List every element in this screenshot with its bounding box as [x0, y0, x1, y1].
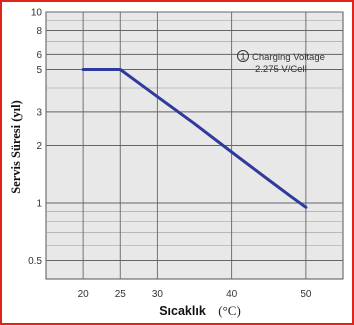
x-tick-labels: 20 25 30 40 50	[78, 289, 312, 300]
x-tick-label: 20	[78, 289, 90, 300]
annotation-number: 1	[240, 52, 245, 63]
x-axis-label-unit: (°C)	[218, 303, 241, 318]
y-tick-label: 0.5	[28, 256, 42, 267]
x-tick-label: 25	[115, 289, 127, 300]
x-axis-label: Sıcaklık (°C)	[159, 302, 241, 319]
major-grid	[46, 11, 343, 279]
chart-svg: 0.5 1 2 3 5 6 8 10 20 25 30 40 50 1 Charging Voltag…	[9, 8, 344, 319]
annotation-number-circle	[237, 50, 249, 62]
y-tick-label: 3	[36, 107, 42, 118]
y-tick-label: 8	[36, 26, 42, 37]
x-tick-label: 50	[300, 289, 312, 300]
y-tick-label: 6	[36, 50, 42, 61]
y-axis-label: Servis Süresi (yıl)	[9, 100, 23, 194]
y-tick-label: 2	[36, 141, 42, 152]
series-line	[81, 68, 308, 209]
x-tick-label: 30	[152, 289, 164, 300]
y-tick-label: 1	[36, 198, 42, 209]
y-tick-labels: 0.5 1 2 3 5 6 8 10	[28, 8, 42, 267]
annotation-box: 1 Charging Voltage 2.275 V/Cell	[237, 50, 325, 75]
y-tick-label: 10	[31, 8, 43, 19]
y-tick-label: 5	[36, 65, 42, 76]
x-axis-label-text: Sıcaklık	[159, 304, 206, 318]
x-tick-label: 40	[226, 289, 238, 300]
annotation-line1: Charging Voltage	[252, 52, 325, 63]
annotation-line2: 2.275 V/Cell	[255, 64, 307, 75]
